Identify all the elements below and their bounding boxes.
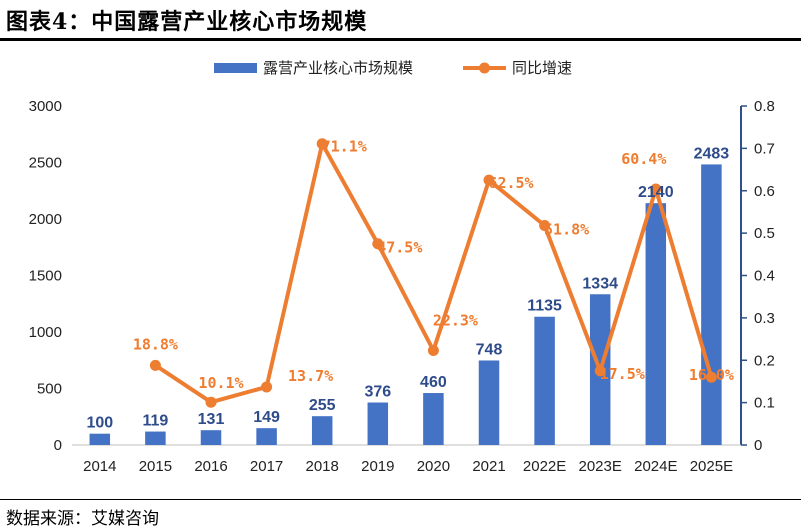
growth-marker: [372, 238, 384, 250]
chart: 露营产业核心市场规模 同比增速 0500100015002000250030000…: [29, 59, 775, 475]
growth-marker: [316, 138, 328, 150]
source-rule: [0, 499, 801, 500]
bar: [311, 416, 333, 445]
y-right-tick: 0.7: [754, 140, 775, 157]
chart-title: 图表4：中国露营产业核心市场规模: [6, 9, 368, 35]
x-tick: 2018: [306, 458, 339, 475]
x-tick: 2019: [361, 458, 394, 475]
bar-label: 748: [476, 341, 503, 358]
bar: [145, 431, 166, 445]
x-tick: 2016: [194, 458, 227, 475]
bar-label: 131: [198, 411, 225, 428]
x-tick: 2020: [417, 458, 450, 475]
line-series: [149, 138, 717, 408]
y-right-tick: 0: [754, 437, 762, 454]
x-tick: 2024E: [634, 458, 677, 475]
bar: [423, 393, 444, 445]
y-right-tick: 0.5: [754, 225, 775, 242]
y-right-tick: 0.4: [754, 268, 775, 285]
growth-label: 22.3%: [433, 312, 478, 330]
x-tick: 2014: [83, 458, 116, 475]
bar-label: 460: [420, 374, 447, 391]
x-tick: 2017: [250, 458, 283, 475]
growth-line: [154, 141, 714, 405]
bar: [645, 203, 667, 445]
growth-marker: [261, 381, 273, 393]
legend-bar-swatch: [214, 63, 257, 73]
x-tick: 2021: [472, 458, 505, 475]
x-tick: 2015: [139, 458, 172, 475]
y-left-tick: 2000: [29, 211, 62, 228]
bar-label: 2483: [694, 145, 730, 162]
bar: [701, 164, 722, 445]
growth-label: 10.1%: [198, 374, 243, 392]
growth-label: 13.7%: [288, 367, 333, 385]
growth-marker: [539, 219, 551, 231]
growth-label: 17.5%: [600, 365, 645, 383]
bar: [534, 316, 555, 445]
bar-label: 376: [364, 384, 391, 401]
y-left-tick: 1000: [29, 324, 62, 341]
growth-marker: [594, 365, 606, 377]
legend-bar-label: 露营产业核心市场规模: [263, 59, 413, 77]
axes: 0 500 1000 1500 2000 2500 3000 0 0.1 0.2 0.3 0.4 0.5…: [29, 98, 775, 475]
growth-marker: [427, 345, 439, 357]
y-left-tick: 2500: [29, 155, 62, 172]
bar-series: [89, 164, 722, 445]
bar-label: 119: [142, 413, 168, 430]
y-left-tick: 0: [54, 437, 62, 454]
y-left-tick: 3000: [29, 98, 62, 115]
y-right-tick: 0.1: [754, 395, 775, 412]
bar-label: 255: [309, 397, 336, 414]
x-tick: 2025E: [690, 458, 733, 475]
growth-label: 16.0%: [689, 366, 734, 384]
bar-label: 149: [253, 409, 280, 426]
growth-label: 18.8%: [133, 335, 178, 353]
y-right-tick: 0.6: [754, 183, 775, 200]
data-labels: 100 119 131 149 255 376 460 748 1135 1334 2140 2483…: [86, 138, 734, 432]
bar: [367, 402, 389, 445]
legend-line-marker: [479, 62, 490, 74]
growth-marker: [650, 183, 662, 195]
bar: [478, 360, 500, 445]
growth-marker: [149, 359, 161, 371]
bar: [256, 428, 277, 445]
x-tick: 2022E: [523, 458, 566, 475]
title-rule: [0, 38, 801, 41]
growth-label: 62.5%: [488, 174, 533, 192]
growth-label: 60.4%: [621, 150, 666, 168]
x-tick: 2023E: [579, 458, 622, 475]
bar-label: 1334: [582, 275, 618, 292]
growth-label: 47.5%: [377, 239, 422, 257]
bar: [89, 433, 111, 445]
y-right-tick: 0.8: [754, 98, 775, 115]
bar-label: 2140: [638, 184, 674, 201]
bar-label: 1135: [527, 298, 562, 315]
y-right-tick: 0.2: [754, 352, 775, 369]
legend-line-label: 同比增速: [512, 59, 572, 77]
y-left-tick: 500: [37, 381, 62, 398]
growth-label: 71.1%: [322, 138, 367, 156]
bar: [200, 430, 222, 445]
bar-label: 100: [86, 415, 113, 432]
growth-marker: [705, 371, 717, 383]
source-note: 数据来源：艾媒咨询: [6, 509, 159, 529]
growth-label: 51.8%: [544, 220, 589, 238]
growth-marker: [205, 396, 217, 408]
growth-marker: [483, 174, 495, 186]
y-right-tick: 0.3: [754, 310, 775, 327]
legend: 露营产业核心市场规模 同比增速: [214, 59, 572, 77]
y-left-tick: 1500: [29, 268, 62, 285]
